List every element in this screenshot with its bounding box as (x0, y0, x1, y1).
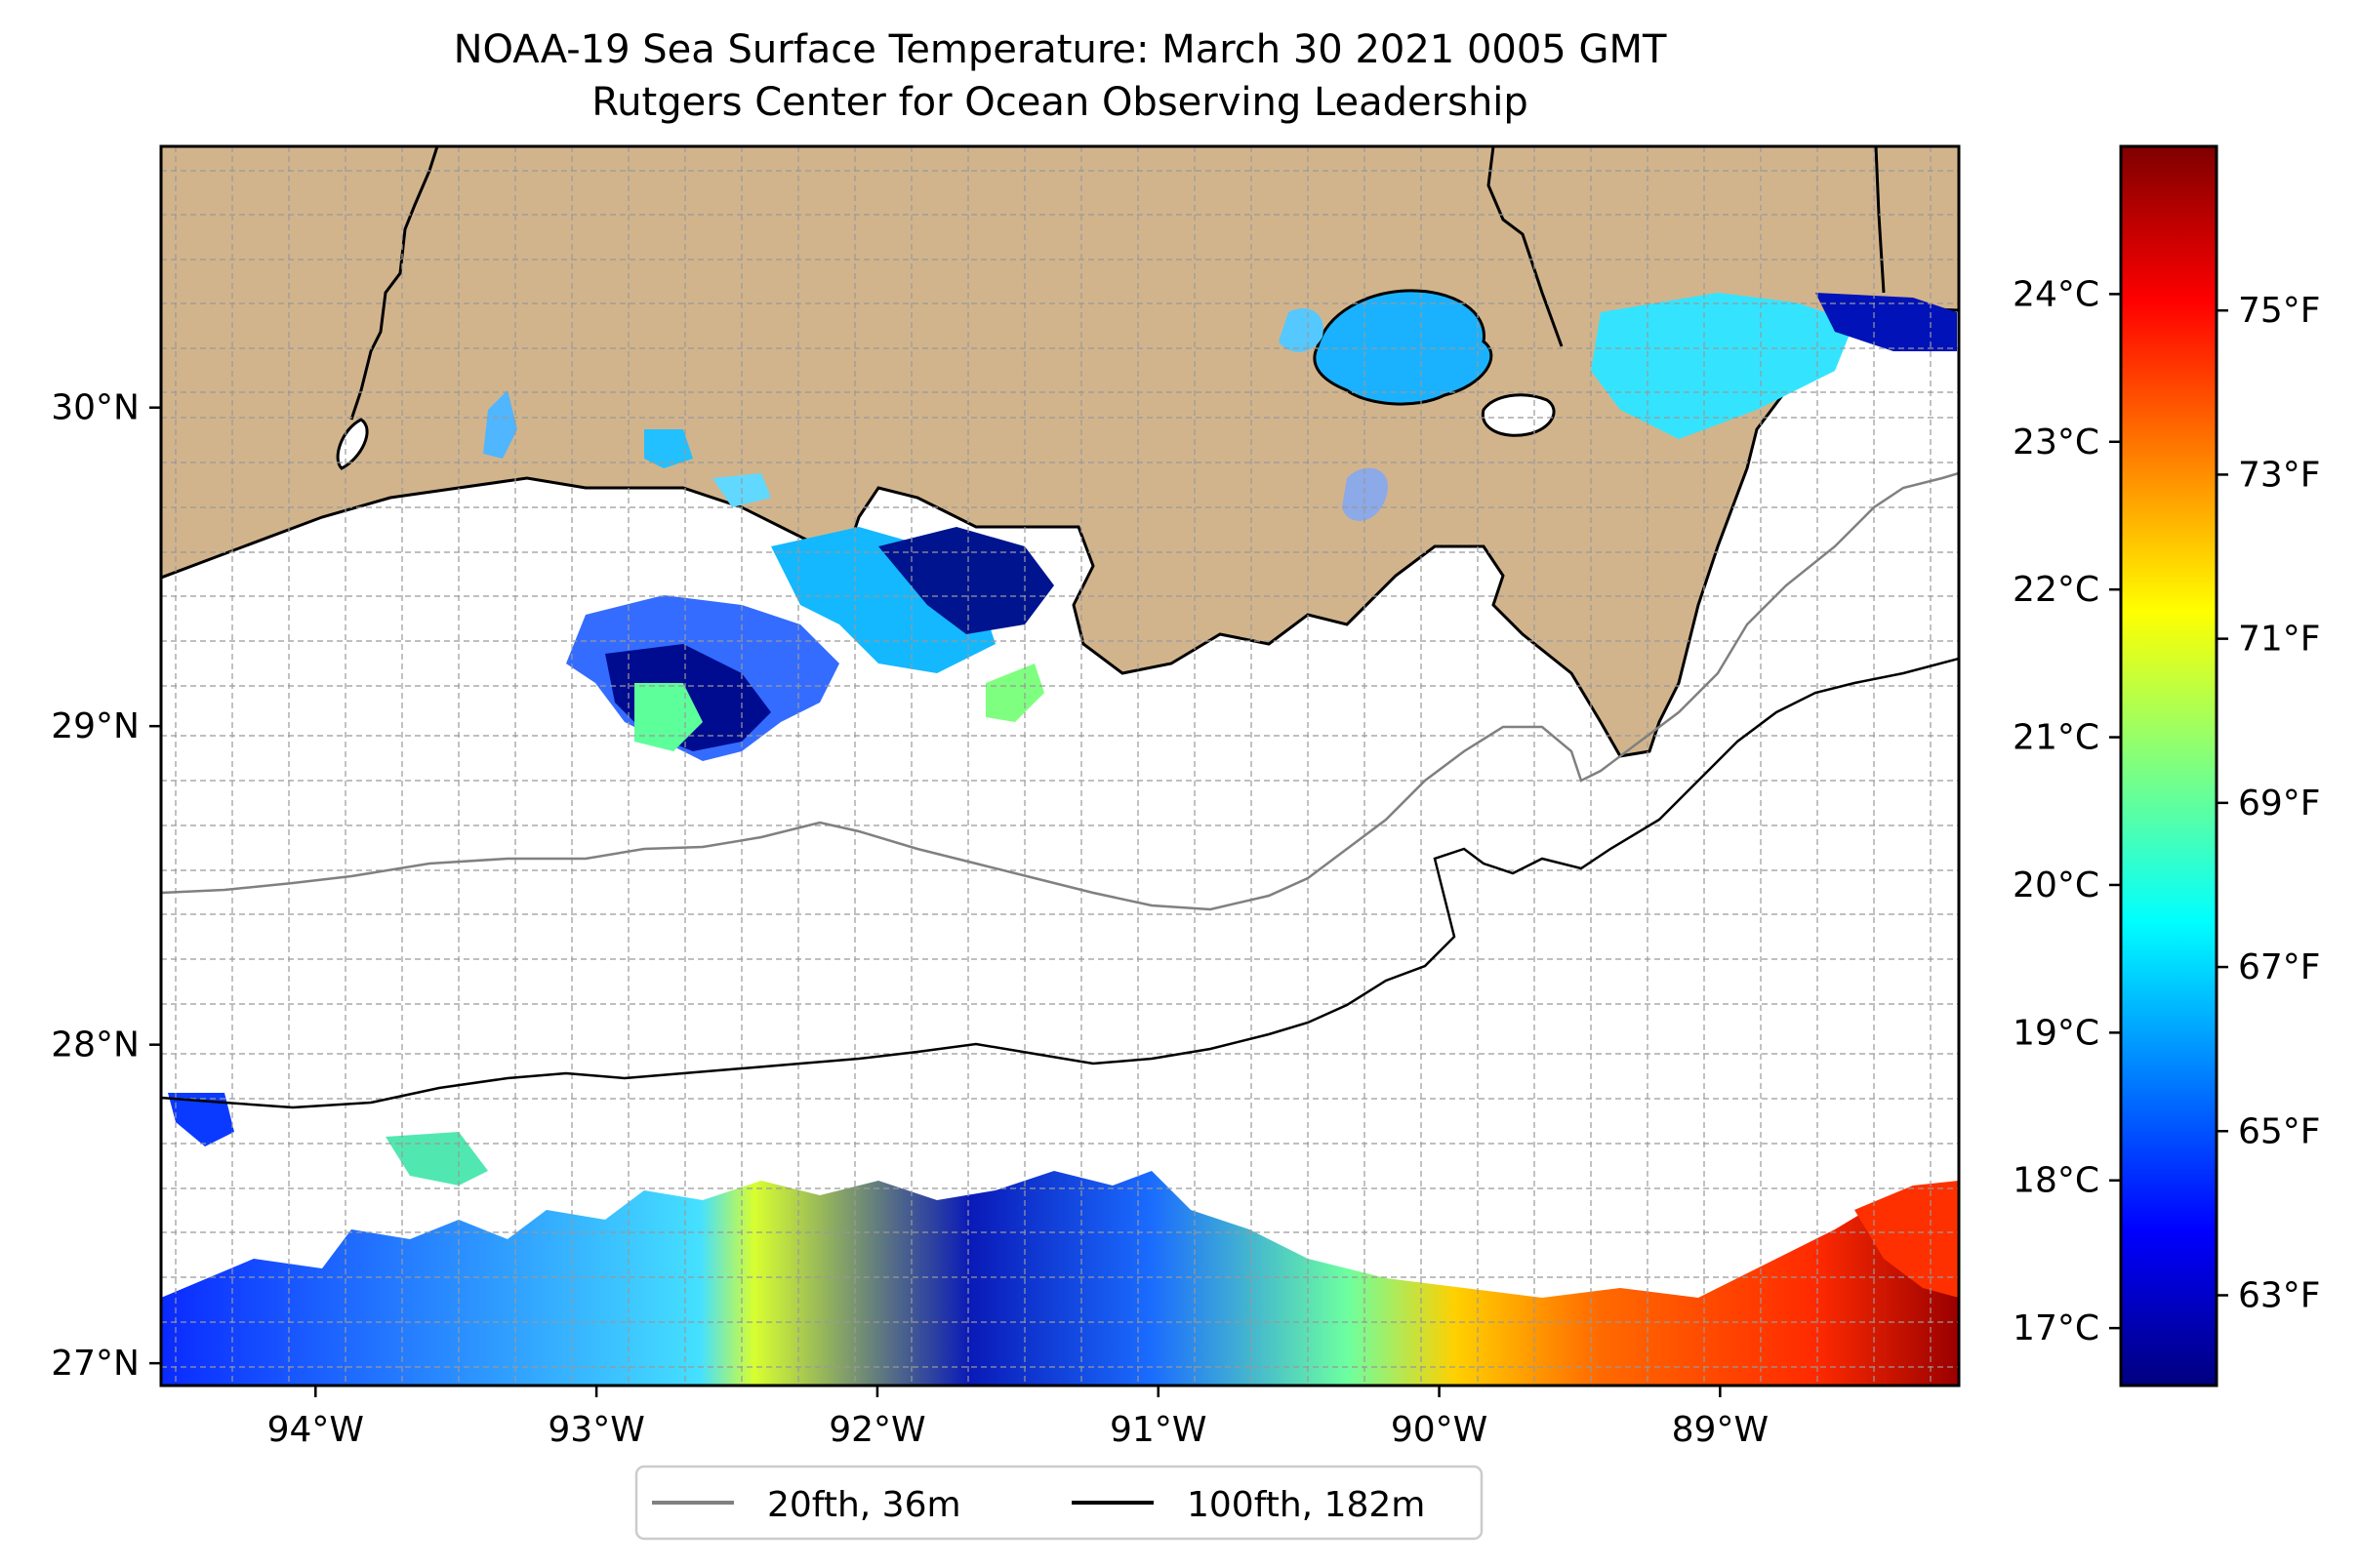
lat-tick-label: 30°N (51, 388, 140, 428)
colorbar-c-tick-label: 24°C (2013, 274, 2099, 314)
map-frame (159, 144, 1961, 1387)
colorbar-f-tick-label: 73°F (2238, 455, 2321, 495)
colorbar-celsius-ticks: 17°C 18°C 19°C 20°C 21°C 22°C 23°C 24°C (2013, 274, 2121, 1348)
legend-label-20fth: 20fth, 36m (767, 1485, 961, 1525)
lon-tick-label: 91°W (1110, 1410, 1206, 1450)
state-boundary (349, 146, 439, 421)
colorbar: 17°C 18°C 19°C 20°C 21°C 22°C 23°C 24°C 63°F 65°… (2013, 144, 2321, 1387)
lon-tick-label: 89°W (1672, 1410, 1769, 1450)
map-panel (161, 146, 1959, 1386)
colorbar-f-tick-label: 69°F (2238, 784, 2321, 824)
colorbar-fahrenheit-ticks: 63°F 65°F 67°F 69°F 71°F 73°F 75°F (2217, 291, 2321, 1315)
land-mass (161, 146, 1959, 758)
legend-label-100fth: 100fth, 182m (1187, 1485, 1425, 1525)
colorbar-c-tick-label: 19°C (2013, 1013, 2099, 1053)
lat-tick-label: 29°N (51, 706, 140, 746)
lat-tick-label: 27°N (51, 1344, 140, 1384)
isobath-100fth (161, 657, 1959, 1109)
sst-patches (161, 293, 1959, 1386)
lon-tick-label: 92°W (829, 1410, 925, 1450)
lake-small (1481, 393, 1556, 437)
longitude-ticks: 94°W 93°W 92°W 91°W 90°W 89°W (267, 1386, 1769, 1450)
colorbar-gradient (2119, 144, 2218, 1387)
colorbar-f-tick-label: 71°F (2238, 620, 2321, 660)
colorbar-c-tick-label: 20°C (2013, 865, 2099, 905)
lake-calcasieu (336, 418, 369, 470)
legend-box (634, 1465, 1484, 1541)
legend: 20fth, 36m 100fth, 182m (634, 1465, 1484, 1541)
colorbar-c-tick-label: 22°C (2013, 570, 2099, 610)
lon-tick-label: 90°W (1391, 1410, 1487, 1450)
colorbar-f-tick-label: 67°F (2238, 947, 2321, 987)
colorbar-f-tick-label: 75°F (2238, 291, 2321, 331)
lon-tick-label: 93°W (548, 1410, 644, 1450)
colorbar-f-tick-label: 65°F (2238, 1111, 2321, 1151)
state-boundary-east (1486, 146, 1564, 347)
lat-tick-label: 28°N (51, 1025, 140, 1065)
latitude-ticks: 27°N 28°N 29°N 30°N (51, 388, 161, 1384)
colorbar-c-tick-label: 18°C (2013, 1161, 2099, 1201)
lake (1313, 289, 1493, 406)
colorbar-c-tick-label: 21°C (2013, 718, 2099, 758)
lon-tick-label: 94°W (267, 1410, 364, 1450)
colorbar-c-tick-label: 17°C (2013, 1308, 2099, 1348)
map-grid (161, 146, 1959, 1386)
map-title-line2: Rutgers Center for Ocean Observing Leade… (591, 80, 1528, 125)
map-title-line1: NOAA-19 Sea Surface Temperature: March 3… (454, 27, 1667, 72)
isobath-20fth (161, 471, 1959, 911)
colorbar-f-tick-label: 63°F (2238, 1275, 2321, 1315)
colorbar-c-tick-label: 23°C (2013, 422, 2099, 462)
